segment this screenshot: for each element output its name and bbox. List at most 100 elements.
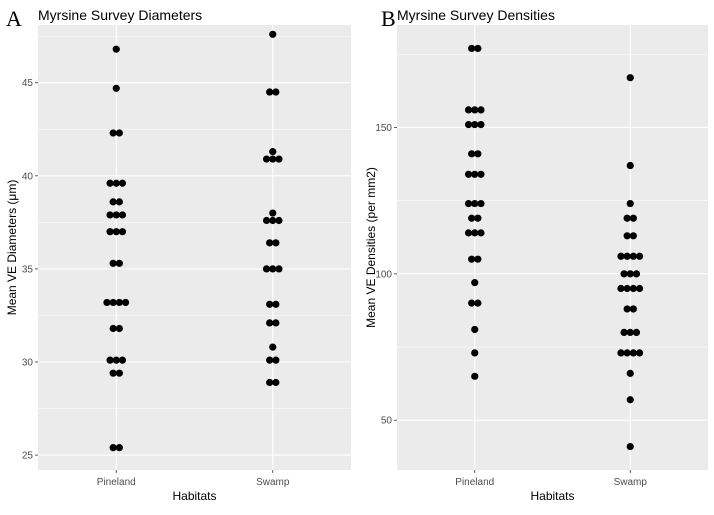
data-point [272,239,280,247]
data-point [632,270,641,278]
y-tick-label: 150 [375,123,392,134]
data-point [464,199,473,208]
data-point [617,252,625,260]
data-point [115,198,123,206]
data-point [109,324,117,333]
data-point [471,120,479,129]
x-axis-label: Habitats [172,489,216,503]
data-point [471,325,479,334]
data-point [635,284,644,293]
data-point [272,88,280,96]
data-point [118,179,127,187]
data-point [617,284,625,293]
y-tick-label: 100 [375,269,392,280]
data-point [464,120,473,129]
data-point [109,198,117,206]
data-point [623,349,631,357]
data-point [115,129,123,137]
data-point [275,265,283,273]
data-point [275,155,283,163]
data-point [269,265,277,273]
data-point [477,229,485,237]
data-point [623,232,631,240]
data-point [118,228,127,236]
data-point [275,216,283,225]
data-point [266,239,274,247]
data-point [623,214,631,222]
plot-background [397,25,708,470]
data-point [468,44,476,53]
data-point [623,284,631,293]
x-tick-label: Pineland [97,477,136,488]
data-point [626,74,634,82]
plot-background [38,25,351,470]
data-point [121,298,130,307]
y-tick-label: 30 [22,358,34,369]
data-point [468,299,476,307]
data-point [269,209,277,217]
data-point [477,170,485,178]
data-point [262,155,271,163]
data-point [471,229,479,237]
data-point [115,298,123,307]
data-point [118,356,127,364]
data-point [626,199,634,208]
data-point [115,369,123,377]
data-point [112,179,120,187]
data-point [635,252,644,260]
data-point [272,356,280,364]
data-point [632,328,641,337]
data-point [626,369,634,377]
data-point [266,378,274,387]
data-point [269,343,277,351]
data-point [474,44,482,53]
data-point [106,211,114,219]
data-point [269,216,277,225]
data-point [269,155,277,163]
data-point [106,179,114,187]
data-point [106,228,114,236]
chart-title: Myrsine Survey Densities [397,7,555,23]
panel-b: B Myrsine Survey Densities 50 100 150 Pinelan… [364,6,708,503]
data-point [115,259,123,267]
data-point [464,106,473,114]
data-point [112,356,120,364]
data-point [468,255,476,263]
data-point [626,328,634,337]
data-point [474,150,482,158]
data-point [626,442,634,451]
data-point [266,300,274,308]
data-point [629,232,637,240]
data-point [474,299,482,307]
data-point [635,349,644,357]
data-point [471,349,479,357]
data-point [477,199,485,208]
data-point [471,106,479,114]
data-point [468,214,476,222]
data-point [464,229,473,237]
data-point [626,270,634,278]
data-point [629,252,637,260]
data-point [464,170,473,178]
data-point [109,298,117,307]
data-point [471,170,479,178]
panel-letter: A [6,6,22,31]
data-point [262,216,271,225]
data-point [617,349,625,357]
data-point [272,319,280,327]
data-point [106,356,114,364]
panel-letter: B [381,6,396,31]
data-point [477,120,485,129]
data-point [112,211,120,219]
data-point [474,255,482,263]
data-point [109,129,117,137]
data-point [477,106,485,114]
y-tick-label: 25 [22,451,34,462]
data-point [266,88,274,96]
data-point [109,369,117,377]
data-point [109,259,117,267]
chart-title: Myrsine Survey Diameters [38,7,202,23]
x-tick-label: Pineland [455,477,494,488]
data-point [115,324,123,333]
